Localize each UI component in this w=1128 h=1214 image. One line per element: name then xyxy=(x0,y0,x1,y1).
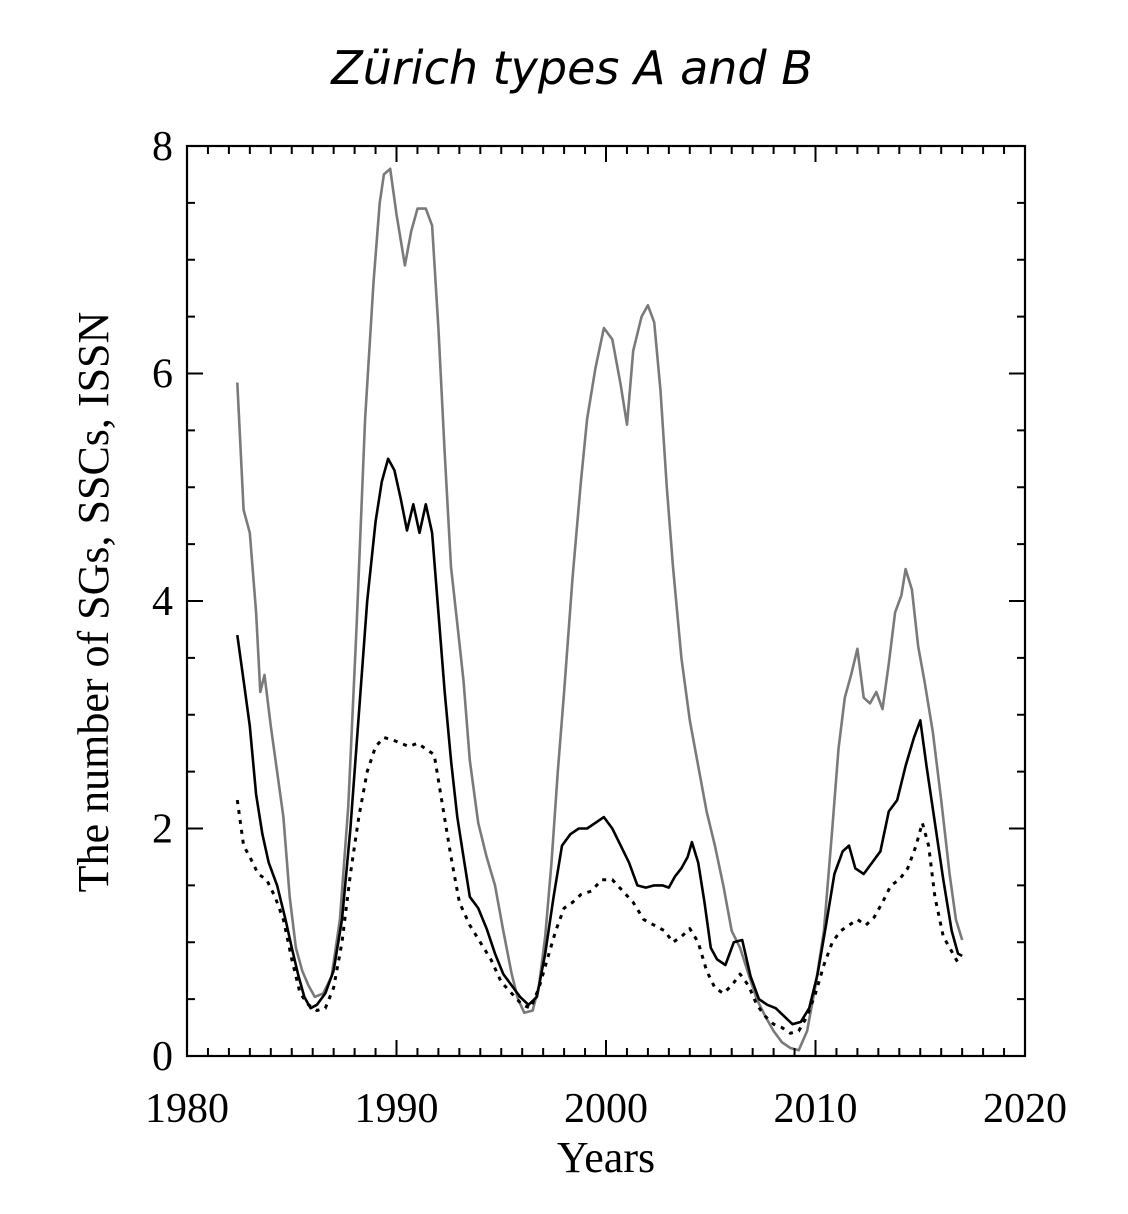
x-axis-label: Years xyxy=(557,1133,655,1182)
x-tick-label: 2020 xyxy=(983,1086,1067,1132)
x-tick-label: 1980 xyxy=(145,1086,229,1132)
y-tick-label: 0 xyxy=(152,1034,173,1080)
series-line-2 xyxy=(236,457,963,1026)
y-axis-label: The number of SGs, SSCs, ISSN xyxy=(69,312,118,893)
y-tick-label: 8 xyxy=(152,124,173,170)
x-tick-label: 2000 xyxy=(564,1086,648,1132)
x-tick-label: 2010 xyxy=(774,1086,858,1132)
y-tick-label: 6 xyxy=(152,352,173,398)
ticks-layer: 1980 1990 2000 2010 2020 0 2 4 6 8 xyxy=(145,124,1067,1132)
series-line-1 xyxy=(236,167,964,1052)
y-tick-label: 2 xyxy=(152,807,173,853)
y-tick-label: 4 xyxy=(152,579,173,625)
chart-title: Zürich types A and B xyxy=(329,41,813,95)
x-tick-label: 1990 xyxy=(355,1086,439,1132)
series-layer xyxy=(235,167,964,1052)
